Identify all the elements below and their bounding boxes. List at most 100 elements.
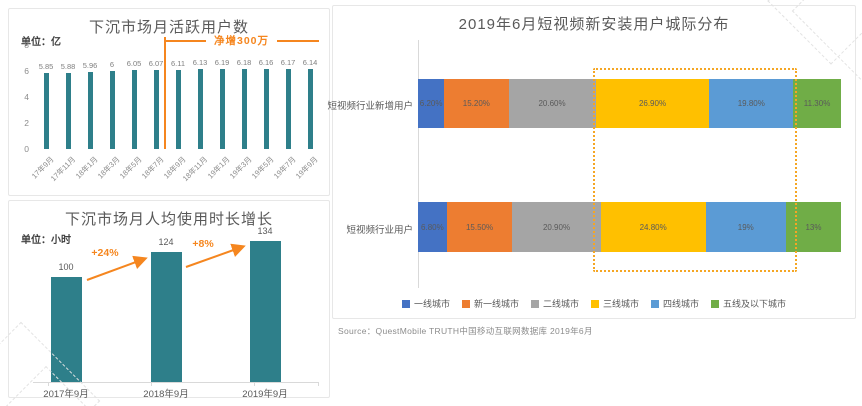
mau-bar bbox=[65, 72, 71, 149]
duration-axis-tick bbox=[318, 382, 319, 386]
segment-一线城市: 6.80% bbox=[418, 202, 447, 252]
net-increase-annotation: 净增300万 bbox=[164, 33, 319, 149]
legend-swatch bbox=[401, 299, 410, 308]
mau-value-label: 6.11 bbox=[170, 58, 186, 68]
annotation-line-right bbox=[277, 39, 319, 42]
duration-value-label: 134 bbox=[257, 226, 273, 236]
segment-value-label: 20.60% bbox=[538, 99, 566, 108]
mau-bar bbox=[219, 68, 225, 149]
mau-bar-column: 6.18 bbox=[233, 45, 255, 149]
duration-x-label: 2017年9月 bbox=[43, 389, 89, 400]
mau-y-tick: 6 bbox=[24, 66, 29, 76]
mau-value-label: 6.14 bbox=[302, 58, 318, 68]
duration-plot-area: +24% +8% 100 2017年9月 124 2018年9月 134 2019年9月 bbox=[9, 201, 329, 400]
mau-value-label: 6.07 bbox=[148, 59, 164, 69]
segment-value-label: 19.80% bbox=[737, 99, 765, 108]
legend-swatch bbox=[711, 299, 720, 308]
mau-bar bbox=[153, 70, 159, 149]
duration-x-label: 2019年9月 bbox=[242, 389, 288, 400]
city-y-axis-line bbox=[418, 40, 419, 288]
mau-value-label: 5.96 bbox=[82, 60, 98, 70]
mau-value-label: 6.13 bbox=[192, 58, 208, 68]
growth-arrows bbox=[86, 243, 246, 281]
mau-value-label: 6.18 bbox=[236, 57, 252, 67]
legend-label: 三线城市 bbox=[603, 299, 640, 309]
mau-y-tick: 4 bbox=[24, 92, 29, 102]
segment-value-label: 6.20% bbox=[419, 99, 443, 108]
segment-value-label: 13% bbox=[805, 222, 822, 232]
segment-value-label: 6.80% bbox=[421, 222, 444, 232]
chart-legend: 一线城市 新一线城市 二线城市 三线城市 四线城市 五线及以下城市 bbox=[333, 297, 855, 310]
mau-bar-column: 6.11 bbox=[167, 45, 189, 149]
mau-bar bbox=[197, 69, 203, 149]
mau-bar bbox=[43, 72, 49, 149]
mau-bar-column: 5.96 bbox=[79, 45, 101, 149]
mau-chart-panel: 下沉市场月活跃用户数 单位：亿 8 6 4 2 0 5.85 5.88 5.96 6 6.05 6… bbox=[8, 8, 330, 196]
annotation-text: 净增300万 bbox=[213, 35, 270, 47]
city-tier-chart-panel: 2019年6月短视频新安装用户城际分布 短视频行业新增用户 短视频行业用户 6.… bbox=[327, 5, 856, 319]
mau-bar bbox=[263, 68, 269, 149]
segment-value-label: 15.50% bbox=[465, 222, 494, 232]
mau-x-label: 19年9月 bbox=[293, 154, 320, 181]
segment-三线城市: 24.80% bbox=[600, 202, 706, 252]
mau-bar bbox=[307, 69, 313, 149]
annotation-line-left bbox=[164, 39, 206, 42]
source-text: Source：QuestMobile TRUTH中国移动互联网数据库 2019年… bbox=[338, 326, 593, 336]
mau-value-label: 6.05 bbox=[126, 59, 142, 69]
mau-bar-column: 6.19 bbox=[211, 45, 233, 149]
growth-arrow-2 bbox=[185, 243, 246, 268]
mau-bar bbox=[175, 69, 181, 149]
mau-x-axis: 17年9月 17年11月 18年1月 18年3月 18年5月 18年7月 18年9月 18年1… bbox=[29, 151, 321, 195]
mau-y-tick: 0 bbox=[24, 144, 29, 154]
legend-swatch bbox=[591, 299, 599, 308]
legend-label: 一线城市 bbox=[413, 299, 450, 309]
legend-swatch bbox=[651, 299, 660, 308]
segment-三线城市: 26.90% bbox=[595, 79, 710, 128]
segment-一线城市: 6.20% bbox=[418, 79, 445, 128]
legend-label: 二线城市 bbox=[542, 299, 579, 309]
legend-item-0: 一线城市 bbox=[401, 297, 450, 310]
segment-value-label: 24.80% bbox=[639, 222, 667, 232]
mau-bar-column: 6.14 bbox=[299, 45, 321, 149]
duration-unit-label: 单位：小时 bbox=[21, 235, 71, 246]
legend-label: 四线城市 bbox=[663, 299, 700, 309]
mau-value-label: 5.85 bbox=[38, 61, 54, 71]
mau-chart-title: 下沉市场月活跃用户数 bbox=[88, 19, 249, 36]
segment-四线城市: 19.80% bbox=[709, 79, 794, 128]
legend-item-1: 新一线城市 bbox=[461, 297, 519, 310]
mau-bar-column: 6.07 bbox=[145, 45, 167, 149]
duration-axis-tick bbox=[48, 382, 49, 386]
city-chart-title: 2019年6月短视频新安装用户城际分布 bbox=[458, 16, 730, 33]
duration-value-label: 100 bbox=[58, 262, 74, 272]
duration-bar bbox=[150, 252, 182, 382]
segment-新一线城市: 15.20% bbox=[444, 79, 509, 128]
mau-bar bbox=[87, 71, 93, 149]
mau-bar bbox=[241, 68, 247, 149]
duration-axis-tick bbox=[254, 382, 255, 386]
mau-value-label: 5.88 bbox=[60, 61, 76, 71]
duration-x-label: 2018年9月 bbox=[143, 389, 189, 400]
legend-item-5: 五线及以下城市 bbox=[711, 297, 786, 310]
growth-arrow-1 bbox=[86, 255, 148, 281]
duration-x-axis-line bbox=[33, 382, 319, 383]
legend-label: 五线及以下城市 bbox=[723, 299, 787, 309]
mau-plot-area: 5.85 5.88 5.96 6 6.05 6.07 6.11 6.13 6.19 6.18 6.1… bbox=[35, 45, 321, 149]
mau-unit-label: 单位：亿 bbox=[21, 37, 61, 48]
mau-y-tick: 8 bbox=[24, 40, 29, 50]
legend-item-4: 四线城市 bbox=[651, 297, 699, 310]
legend-item-3: 三线城市 bbox=[591, 297, 639, 310]
legend-swatch bbox=[461, 299, 470, 308]
mau-bar-column: 6.13 bbox=[189, 45, 211, 149]
mau-bar-column: 6 bbox=[101, 45, 123, 149]
annotation-callout: 净增300万 bbox=[164, 33, 319, 48]
mau-value-label: 6.16 bbox=[258, 57, 274, 67]
segment-二线城市: 20.60% bbox=[508, 79, 596, 128]
stacked-bar-new-users: 6.20% 15.20% 20.60% 26.90% 19.80% 11.30% bbox=[418, 79, 841, 128]
growth-label-1: +24% bbox=[91, 247, 119, 259]
duration-axis-tick bbox=[151, 382, 152, 386]
duration-chart-panel: 下沉市场月人均使用时长增长 单位：小时 +24% +8% 100 2017年9月 1… bbox=[8, 200, 330, 400]
mau-value-label: 6 bbox=[109, 60, 115, 69]
mau-y-tick: 2 bbox=[24, 118, 29, 128]
segment-value-label: 20.90% bbox=[542, 222, 571, 232]
